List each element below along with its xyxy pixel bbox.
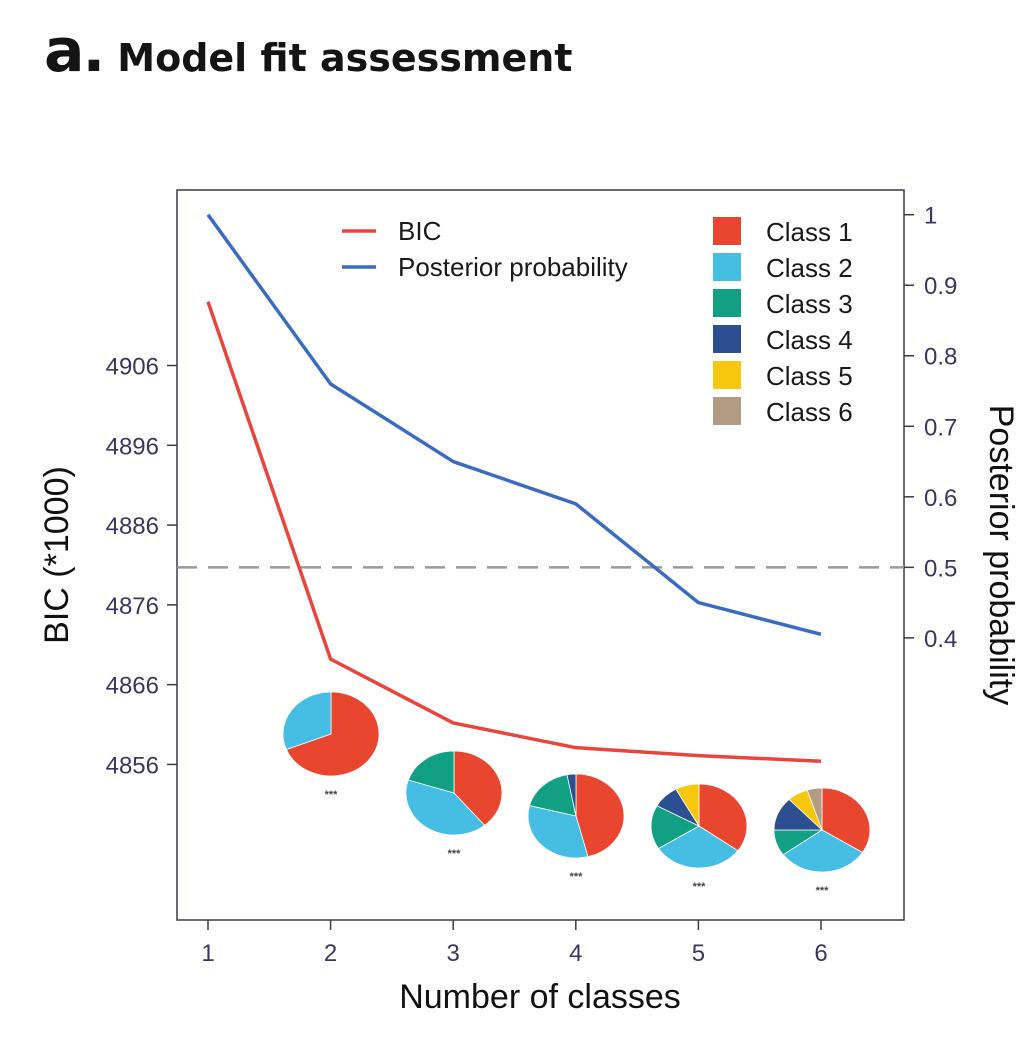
class-legend-label-1: Class 1 (766, 217, 853, 247)
right-y-tick-label: 0.8 (924, 344, 957, 371)
pie-5-slice-class-3 (650, 805, 700, 850)
pie-4-slice-class-2 (527, 805, 589, 859)
pie-4-slice-class-4 (566, 773, 577, 817)
plot-frame (176, 189, 905, 921)
class-legend-swatch-4 (713, 325, 741, 353)
pie-6-slice-class-2 (782, 829, 864, 873)
x-tick-label: 6 (814, 940, 827, 967)
right-y-tick-label: 0.6 (924, 485, 957, 512)
pie-6-slice-class-6 (806, 787, 823, 831)
panel-title: a. Model fit assessment (44, 16, 572, 86)
class-legend-swatch-5 (713, 361, 741, 389)
x-tick-label: 5 (692, 940, 705, 967)
pie-5-slice-class-1 (698, 783, 748, 852)
class-legend-swatch-1 (713, 217, 741, 245)
posterior-probability-line (206, 213, 822, 637)
pie-2-slice-class-1 (285, 691, 380, 777)
pie-4-slice-class-3 (529, 774, 577, 817)
pie-5-significance: *** (693, 881, 707, 893)
class-legend-label-4: Class 4 (766, 325, 853, 355)
pie-2-slice-class-2 (282, 691, 332, 750)
right-y-tick-label: 0.9 (924, 273, 957, 300)
pie-4-slice-class-1 (575, 773, 625, 858)
class-legend-label-5: Class 5 (766, 361, 853, 391)
left-y-tick-label: 4896 (106, 433, 159, 460)
class-legend-swatch-3 (713, 289, 741, 317)
pie-3-slice-class-1 (453, 750, 503, 826)
left-y-tick-label: 4906 (106, 354, 159, 381)
left-y-tick-label: 4856 (106, 752, 159, 779)
panel-letter: a. (44, 16, 105, 86)
right-y-tick-label: 1 (924, 203, 937, 230)
left-y-tick-label: 4876 (106, 593, 159, 620)
class-legend-swatch-2 (713, 253, 741, 281)
left-y-axis-label: BIC (*1000) (38, 466, 76, 644)
pie-5-slice-class-5 (675, 783, 700, 828)
legend-label-bic: BIC (398, 216, 441, 246)
right-y-tick-label: 0.5 (924, 555, 957, 582)
bic-line (206, 301, 822, 763)
panel-title-text: Model fit assessment (117, 36, 573, 80)
pie-3-slice-class-3 (407, 750, 455, 794)
left-y-tick-label: 4886 (106, 513, 159, 540)
pie-3-slice-class-2 (405, 779, 486, 836)
x-tick-label: 1 (201, 940, 214, 967)
x-tick-label: 4 (569, 940, 582, 967)
right-y-tick-label: 0.4 (924, 626, 957, 653)
pie-4-significance: *** (570, 871, 584, 883)
class-legend-label-2: Class 2 (766, 253, 853, 283)
right-y-tick-label: 0.7 (924, 414, 957, 441)
pie-5-slice-class-2 (657, 825, 739, 869)
right-y-axis-label: Posterior probability (982, 405, 1016, 705)
class-legend-swatch-6 (713, 397, 741, 425)
x-tick-label: 3 (447, 940, 460, 967)
left-y-tick-label: 4866 (106, 673, 159, 700)
pie-3-significance: *** (448, 848, 462, 860)
class-legend-label-3: Class 3 (766, 289, 853, 319)
class-legend-label-6: Class 6 (766, 397, 853, 427)
legend-label-posterior-probability: Posterior probability (398, 252, 628, 282)
pie-6-significance: *** (816, 885, 830, 897)
x-tick-label: 2 (324, 940, 337, 967)
pie-2-significance: *** (325, 789, 339, 801)
x-axis-label: Number of classes (399, 978, 681, 1016)
